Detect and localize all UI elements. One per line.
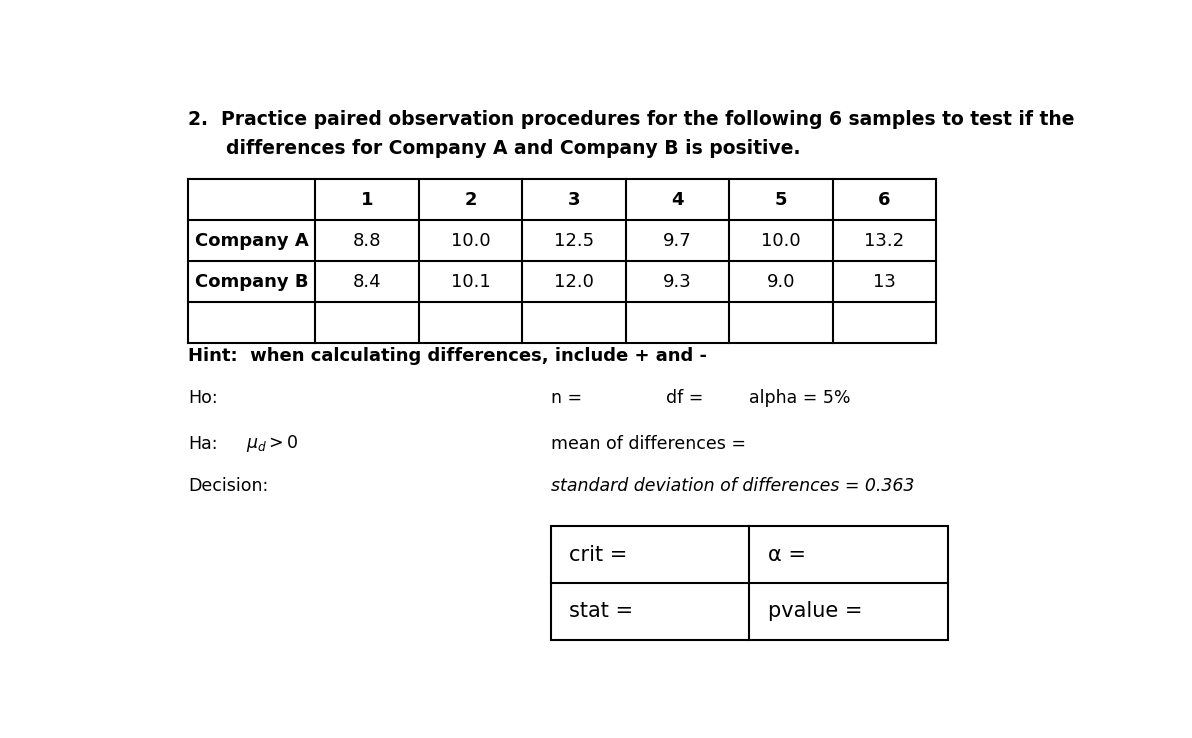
Bar: [551, 526, 948, 640]
Text: Ha:: Ha:: [188, 435, 217, 452]
Text: 8.4: 8.4: [353, 273, 381, 291]
Text: $\mu_d > 0$: $\mu_d > 0$: [246, 433, 299, 454]
Text: Hint:  when calculating differences, include + and -: Hint: when calculating differences, incl…: [188, 347, 707, 365]
Text: 5: 5: [775, 191, 787, 209]
Text: 13.2: 13.2: [864, 232, 905, 250]
Text: n =: n =: [551, 389, 582, 407]
Text: 13: 13: [873, 273, 895, 291]
Text: alpha = 5%: alpha = 5%: [750, 389, 851, 407]
Text: 1: 1: [361, 191, 373, 209]
Text: differences for Company A and Company B is positive.: differences for Company A and Company B …: [200, 139, 800, 158]
Text: Ho:: Ho:: [188, 389, 217, 407]
Text: 9.7: 9.7: [663, 232, 691, 250]
Text: 9.0: 9.0: [766, 273, 795, 291]
Text: pvalue =: pvalue =: [768, 601, 863, 621]
Text: stat =: stat =: [570, 601, 633, 621]
Text: 6: 6: [879, 191, 890, 209]
Text: 3: 3: [567, 191, 581, 209]
Text: 12.5: 12.5: [554, 232, 594, 250]
Text: 10.1: 10.1: [451, 273, 490, 291]
Text: α =: α =: [768, 545, 806, 565]
Text: 10.0: 10.0: [760, 232, 801, 250]
Text: 2.  Practice paired observation procedures for the following 6 samples to test i: 2. Practice paired observation procedure…: [188, 110, 1074, 129]
Text: 9.3: 9.3: [663, 273, 691, 291]
Text: mean of differences =: mean of differences =: [551, 435, 746, 452]
Text: 8.8: 8.8: [353, 232, 381, 250]
Text: 4: 4: [671, 191, 684, 209]
Text: Company B: Company B: [194, 273, 309, 291]
Text: crit =: crit =: [570, 545, 628, 565]
Text: Company A: Company A: [194, 232, 309, 250]
Text: df =: df =: [666, 389, 703, 407]
Text: Decision:: Decision:: [188, 477, 268, 495]
Text: 2: 2: [464, 191, 477, 209]
Text: 12.0: 12.0: [554, 273, 594, 291]
Text: standard deviation of differences = 0.363: standard deviation of differences = 0.36…: [551, 477, 914, 495]
Text: 10.0: 10.0: [451, 232, 490, 250]
